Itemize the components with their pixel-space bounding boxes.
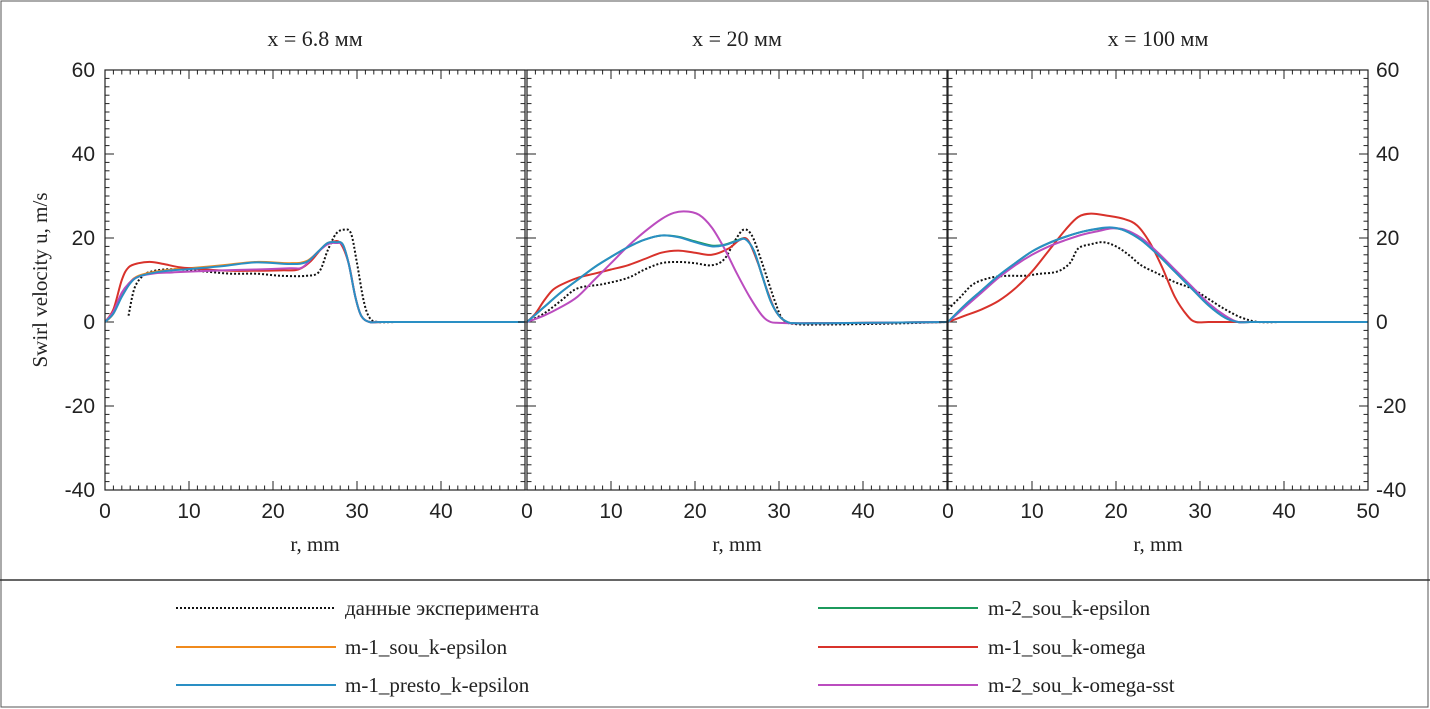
x-tick-label: 30 xyxy=(767,500,790,523)
x-axis-label: r, mm xyxy=(290,532,339,556)
legend-label: m-1_presto_k-epsilon xyxy=(345,673,530,697)
x-tick-label: 40 xyxy=(1272,500,1295,523)
legend: данные эксперимента m-2_sou_k-epsilon m-1_… xyxy=(176,596,1175,697)
panel-2: x = 20 мм 0 10 20 30 40 r, mm xyxy=(518,26,956,556)
y-axis-label: Swirl velocity u, m/s xyxy=(28,193,52,368)
y-tick-label: 40 xyxy=(72,143,95,166)
legend-label: m-1_sou_k-omega xyxy=(988,635,1146,659)
x-tick-label: 0 xyxy=(99,500,111,523)
y-tick-label-right: 40 xyxy=(1376,143,1399,166)
series-line xyxy=(105,241,525,324)
x-tick-label: 30 xyxy=(345,500,368,523)
series-line xyxy=(948,226,1368,324)
panel-1: x = 6.8 мм 0 10 20 30 40 r, mm xyxy=(99,26,534,556)
series-line xyxy=(527,210,947,325)
x-tick-label: 20 xyxy=(683,500,706,523)
panels-layer: x = 6.8 мм 0 10 20 30 40 r, mm x = 20 мм 0 10 20 30… xyxy=(65,26,1407,556)
y-tick-label-right: -20 xyxy=(1376,395,1406,418)
x-tick-label: 0 xyxy=(521,500,533,523)
y-tick-label: 60 xyxy=(72,59,95,82)
x-axis-label: r, mm xyxy=(1133,532,1182,556)
x-tick-label: 10 xyxy=(599,500,622,523)
series-line xyxy=(948,241,1368,324)
legend-entry: данные эксперимента xyxy=(176,596,540,620)
y-tick-label: 20 xyxy=(72,227,95,250)
panel-3: x = 100 мм 0 10 20 30 40 50 r, mm xyxy=(939,26,1380,556)
legend-label: m-2_sou_k-epsilon xyxy=(988,596,1151,620)
series-group xyxy=(948,212,1368,324)
y-tick-label: -20 xyxy=(65,395,95,418)
x-axis-label: r, mm xyxy=(712,532,761,556)
legend-label: данные эксперимента xyxy=(345,596,540,620)
y-tick-label-right: 60 xyxy=(1376,59,1399,82)
legend-entry: m-1_sou_k-omega xyxy=(818,635,1146,659)
y-tick-label-right: 20 xyxy=(1376,227,1399,250)
x-tick-label: 20 xyxy=(1104,500,1127,523)
x-tick-label: 0 xyxy=(942,500,954,523)
y-tick-label: -40 xyxy=(65,479,95,502)
series-line xyxy=(948,212,1368,324)
legend-entry: m-1_sou_k-epsilon xyxy=(176,635,508,659)
x-tick-label: 20 xyxy=(261,500,284,523)
legend-entry: m-2_sou_k-omega-sst xyxy=(818,673,1175,697)
y-axis-right: -40 -20 0 20 40 60 xyxy=(1376,59,1406,502)
panel-frame xyxy=(104,69,526,491)
legend-entry: m-2_sou_k-epsilon xyxy=(818,596,1151,620)
legend-entry: m-1_presto_k-epsilon xyxy=(176,673,530,697)
panel-frame xyxy=(947,69,1369,491)
legend-label: m-2_sou_k-omega-sst xyxy=(988,673,1175,697)
x-tick-label: 10 xyxy=(177,500,200,523)
series-group xyxy=(105,228,525,324)
panel-frame xyxy=(526,69,948,491)
series-line xyxy=(527,234,947,325)
legend-label: m-1_sou_k-epsilon xyxy=(345,635,508,659)
panel-title: x = 100 мм xyxy=(1108,26,1209,51)
x-tick-label: 40 xyxy=(851,500,874,523)
x-tick-label: 30 xyxy=(1188,500,1211,523)
x-tick-label: 40 xyxy=(429,500,452,523)
y-tick-label: 0 xyxy=(83,311,95,334)
y-tick-label-right: -40 xyxy=(1376,479,1406,502)
y-tick-label-right: 0 xyxy=(1376,311,1388,334)
x-tick-label: 10 xyxy=(1020,500,1043,523)
panel-title: x = 20 мм xyxy=(692,26,782,51)
x-tick-label: 50 xyxy=(1356,500,1379,523)
series-group xyxy=(527,210,947,326)
panel-title: x = 6.8 мм xyxy=(267,26,362,51)
y-axis-left: -40 -20 0 20 40 60 xyxy=(65,59,95,502)
